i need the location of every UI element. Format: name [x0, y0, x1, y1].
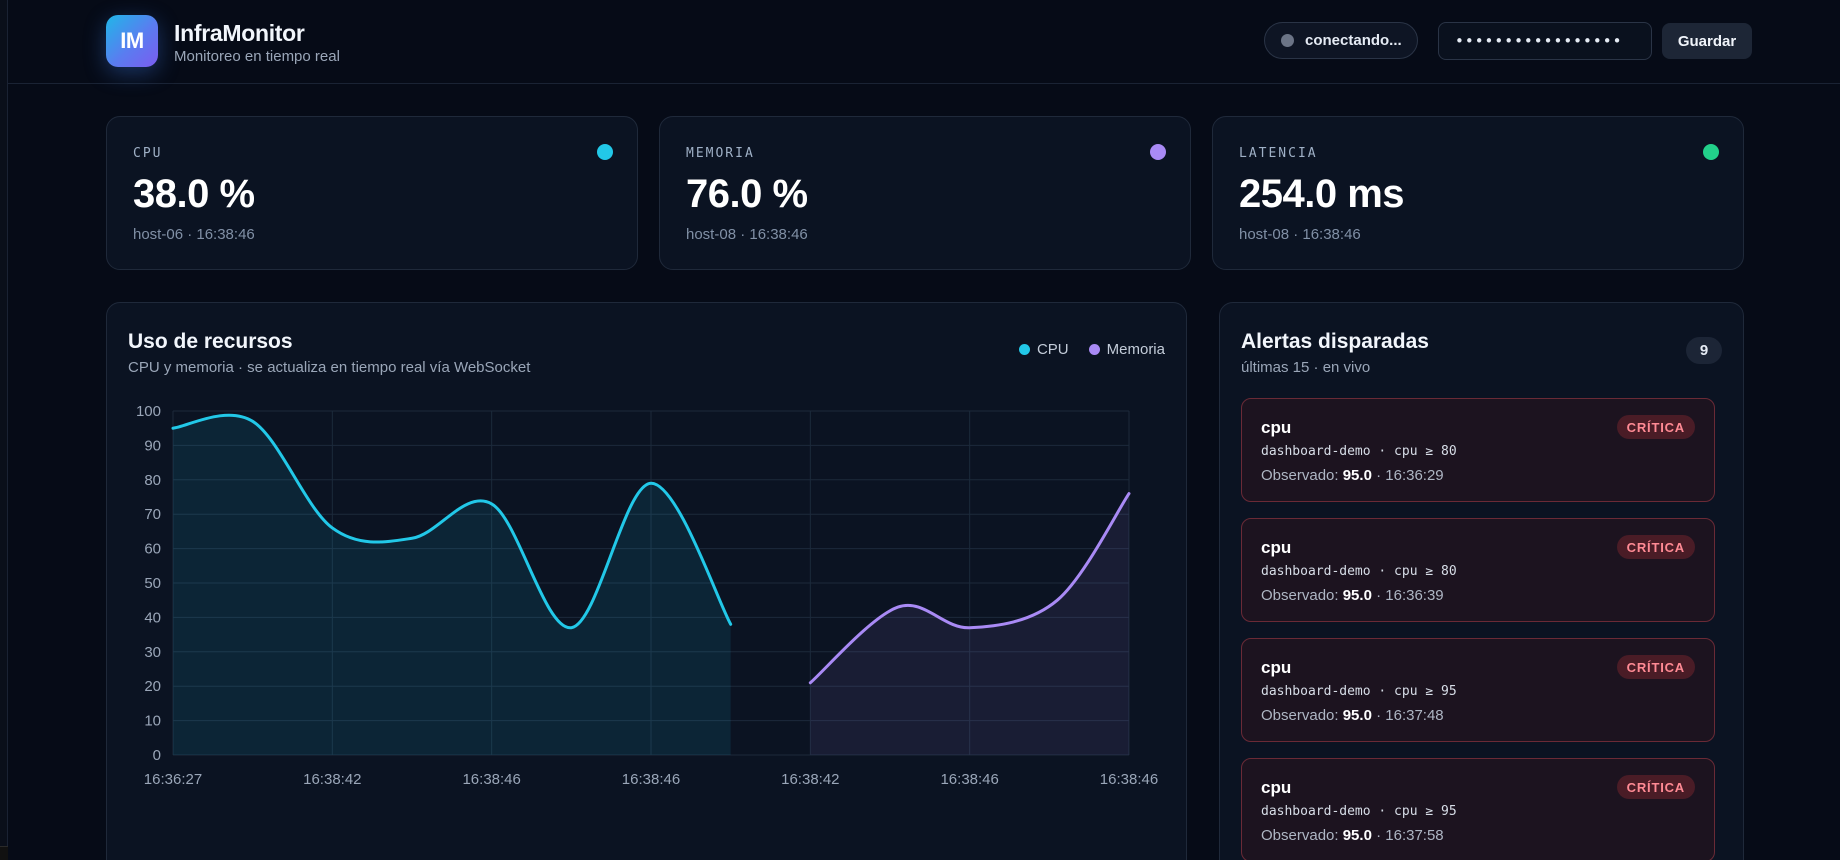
series-area-cpu	[173, 415, 731, 755]
panel-subtitle: últimas 15 · en vivo	[1241, 359, 1371, 376]
alert-title: cpu	[1261, 778, 1292, 797]
y-tick-label: 20	[144, 678, 161, 695]
y-tick-label: 70	[144, 506, 161, 523]
severity-badge: CRÍTICA	[1616, 775, 1695, 799]
y-tick-label: 0	[153, 747, 161, 764]
legend-label: CPU	[1036, 341, 1069, 358]
legend-label: Memoria	[1106, 341, 1165, 358]
alert-time: · 16:37:48	[1376, 707, 1444, 724]
alert-observed: Observado: 95.0 · 16:37:58	[1261, 827, 1444, 844]
alert-time: · 16:37:58	[1376, 827, 1444, 844]
alert-observed-label: Observado:	[1261, 827, 1339, 844]
metric-status-dot-icon	[1703, 144, 1719, 160]
x-tick-label: 16:38:42	[781, 771, 839, 788]
metric-meta: host-08 · 16:38:46	[686, 226, 808, 243]
legend-item-cpu[interactable]: CPU	[1018, 341, 1069, 358]
save-button[interactable]: Guardar	[1662, 23, 1752, 59]
panel-title: Uso de recursos	[128, 330, 293, 353]
alert-observed-value: 95.0	[1342, 467, 1372, 484]
series-line-cpu	[171, 413, 733, 630]
legend-item-memory[interactable]: Memoria	[1088, 341, 1165, 358]
alert-card[interactable]: cpu dashboard-demo · cpu ≥ 80 Observado:…	[1241, 518, 1715, 622]
alert-observed-label: Observado:	[1261, 707, 1339, 724]
metric-card-memory: MEMORIA 76.0 % host-08 · 16:38:46	[659, 116, 1191, 270]
alert-time: · 16:36:29	[1376, 467, 1444, 484]
panel-subtitle: CPU y memoria · se actualiza en tiempo r…	[128, 359, 531, 376]
alerts-count-badge: 9	[1686, 337, 1722, 364]
metric-status-dot-icon	[1150, 144, 1166, 160]
alert-time: · 16:36:39	[1376, 587, 1444, 604]
chart-legend: CPU Memoria	[1018, 341, 1165, 358]
y-tick-label: 90	[144, 437, 161, 454]
api-token-input[interactable]	[1438, 22, 1652, 60]
app-subtitle: Monitoreo en tiempo real	[174, 48, 340, 65]
metric-value: 38.0 %	[133, 172, 255, 216]
y-tick-label: 60	[144, 541, 161, 558]
connection-status-text: conectando...	[1305, 32, 1402, 49]
legend-dot-icon	[1018, 344, 1030, 355]
series-area-memoria	[810, 493, 1129, 755]
alert-observed: Observado: 95.0 · 16:36:29	[1261, 467, 1444, 484]
top-bar: IM InfraMonitor Monitoreo en tiempo real…	[8, 0, 1840, 84]
metric-meta: host-08 · 16:38:46	[1239, 226, 1361, 243]
x-tick-label: 16:36:27	[144, 771, 202, 788]
app-title: InfraMonitor	[174, 20, 305, 46]
alert-card[interactable]: cpu dashboard-demo · cpu ≥ 95 Observado:…	[1241, 758, 1715, 860]
legend-dot-icon	[1088, 344, 1100, 355]
alert-title: cpu	[1261, 538, 1292, 557]
x-tick-label: 16:38:46	[622, 771, 680, 788]
x-tick-label: 16:38:46	[940, 771, 998, 788]
metric-card-latency: LATENCIA 254.0 ms host-08 · 16:38:46	[1212, 116, 1744, 270]
severity-badge: CRÍTICA	[1616, 655, 1695, 679]
window-edge	[0, 0, 8, 860]
app-logo: IM	[106, 15, 158, 67]
alert-observed-label: Observado:	[1261, 467, 1339, 484]
alert-observed: Observado: 95.0 · 16:37:48	[1261, 707, 1444, 724]
metric-label: MEMORIA	[686, 146, 755, 161]
alert-rule: dashboard-demo · cpu ≥ 95	[1261, 804, 1457, 819]
y-tick-label: 40	[144, 609, 161, 626]
alert-card[interactable]: cpu dashboard-demo · cpu ≥ 80 Observado:…	[1241, 398, 1715, 502]
alert-rule: dashboard-demo · cpu ≥ 80	[1261, 444, 1457, 459]
alert-observed-value: 95.0	[1342, 587, 1372, 604]
window-edge-mark	[0, 846, 8, 860]
alert-observed: Observado: 95.0 · 16:36:39	[1261, 587, 1444, 604]
metric-label: LATENCIA	[1239, 146, 1318, 161]
alert-observed-label: Observado:	[1261, 587, 1339, 604]
alerts-panel: Alertas disparadas últimas 15 · en vivo …	[1219, 302, 1744, 860]
status-dot-icon	[1281, 34, 1294, 47]
x-tick-label: 16:38:42	[303, 771, 361, 788]
metric-value: 76.0 %	[686, 172, 808, 216]
alert-observed-value: 95.0	[1342, 707, 1372, 724]
metric-value: 254.0 ms	[1239, 172, 1405, 216]
series-line-memoria	[808, 492, 1131, 685]
x-tick-label: 16:38:46	[1100, 771, 1158, 788]
alert-rule: dashboard-demo · cpu ≥ 80	[1261, 564, 1457, 579]
y-tick-label: 80	[144, 472, 161, 489]
metric-status-dot-icon	[597, 144, 613, 160]
alert-observed-value: 95.0	[1342, 827, 1372, 844]
x-tick-label: 16:38:46	[462, 771, 520, 788]
alert-title: cpu	[1261, 658, 1292, 677]
y-tick-label: 100	[136, 403, 161, 420]
panel-title: Alertas disparadas	[1241, 330, 1429, 353]
metric-label: CPU	[133, 146, 163, 161]
metric-meta: host-06 · 16:38:46	[133, 226, 255, 243]
y-tick-label: 10	[144, 713, 161, 730]
alert-card[interactable]: cpu dashboard-demo · cpu ≥ 95 Observado:…	[1241, 638, 1715, 742]
alert-rule: dashboard-demo · cpu ≥ 95	[1261, 684, 1457, 699]
y-tick-label: 50	[144, 575, 161, 592]
resource-usage-panel: Uso de recursos CPU y memoria · se actua…	[106, 302, 1187, 860]
metric-card-cpu: CPU 38.0 % host-06 · 16:38:46	[106, 116, 638, 270]
resource-usage-chart: 0 10 20 30 40 50 60 70 80 90 100 16:36:27 16:38:42 16…	[136, 403, 1158, 788]
y-tick-label: 30	[144, 644, 161, 661]
connection-status-pill: conectando...	[1264, 22, 1418, 59]
severity-badge: CRÍTICA	[1616, 535, 1695, 559]
alert-title: cpu	[1261, 418, 1292, 437]
severity-badge: CRÍTICA	[1616, 415, 1695, 439]
